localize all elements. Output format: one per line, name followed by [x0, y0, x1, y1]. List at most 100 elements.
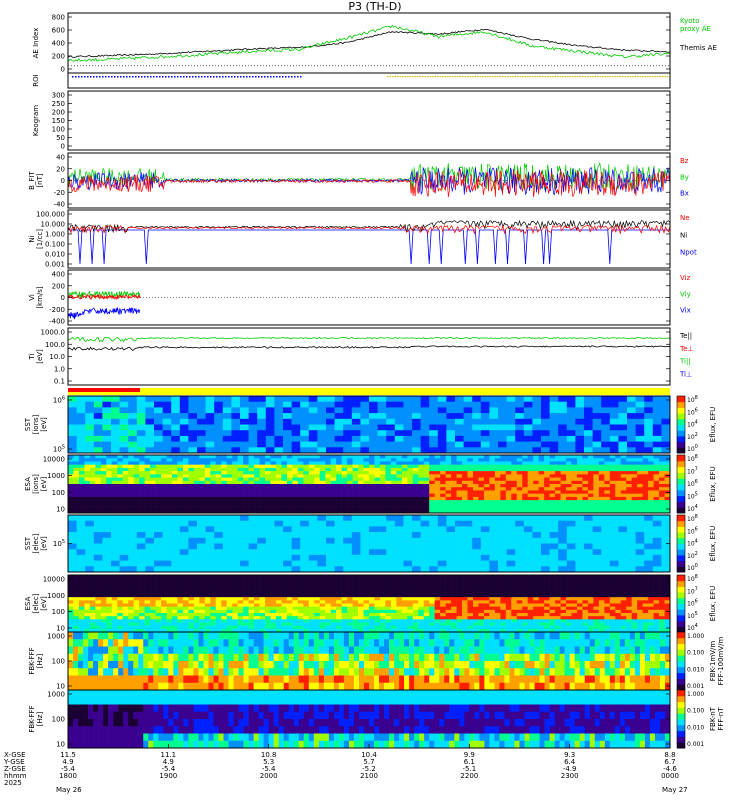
esa_i-cell [483, 455, 490, 459]
esa_e-cell [122, 628, 129, 633]
esa_i-cell [358, 461, 364, 465]
esa_i-cell [659, 484, 665, 488]
esa_e-cell [379, 597, 386, 601]
sst_e-cell [412, 515, 421, 521]
sst_e-cell [480, 520, 490, 527]
esa_i-cell [478, 500, 485, 504]
esa_i-cell [620, 493, 627, 498]
esa_i-cell [478, 506, 485, 511]
esa_i-cell [73, 474, 80, 478]
sst_i-cell [609, 447, 619, 454]
sst_e-cell [523, 532, 533, 539]
esa_e-cell [429, 590, 435, 595]
esa_e-cell [221, 575, 228, 579]
esa_e-cell [462, 597, 468, 601]
esa_e-cell [445, 622, 452, 626]
esa_i-cell [314, 477, 321, 482]
esa_e-cell [84, 584, 91, 588]
sst_e-cell [351, 549, 361, 556]
esa_e-cell [401, 584, 408, 588]
sst_i-cell [231, 430, 241, 437]
esa_i-cell [286, 490, 293, 494]
sst_e-cell [515, 566, 525, 573]
sst_e-cell [652, 543, 662, 550]
roi-mark [464, 76, 467, 78]
esa_e-cell [314, 581, 321, 585]
esa_i-cell [128, 474, 134, 478]
esa_i-cell [549, 487, 556, 491]
sst_i-cell [515, 401, 525, 408]
roi-mark [522, 76, 524, 78]
sst_i-cell [85, 407, 95, 414]
esa_i-cell [642, 484, 649, 488]
esa_e-cell [78, 628, 85, 633]
esa_i-cell [483, 509, 490, 514]
esa_i-cell [401, 464, 408, 469]
esa_e-cell [73, 606, 80, 611]
esa_i-cell [161, 480, 167, 485]
sst_e-cell [111, 520, 120, 527]
sst_i-cell [652, 430, 662, 437]
esa_i-cell [188, 484, 195, 488]
esa_i-cell [598, 484, 605, 488]
esa_i-cell [210, 461, 217, 465]
esa_e-cell [341, 622, 348, 626]
sst_i-cell [566, 413, 576, 420]
esa_e-cell [171, 625, 178, 630]
esa_i-cell [144, 484, 151, 488]
esa_i-cell [483, 467, 490, 472]
esa_e-cell [451, 616, 457, 620]
esa_e-cell [363, 628, 370, 633]
sst_e-cell [317, 560, 327, 567]
esa_i-cell [281, 500, 288, 504]
esa_i-cell [434, 496, 441, 501]
esa_i-cell [626, 496, 632, 501]
esa_i-cell [582, 484, 589, 488]
sst_i-cell [274, 435, 284, 442]
esa_e-cell [358, 613, 364, 617]
esa_i-cell [341, 464, 348, 469]
esa_e-cell [412, 584, 419, 588]
esa_i-cell [347, 484, 353, 488]
esa_i-cell [254, 464, 260, 469]
esa_e-cell [478, 578, 485, 582]
sst_e-cell [506, 526, 516, 533]
esa_e-cell [100, 584, 107, 588]
esa_i-cell [648, 490, 654, 494]
esa_e-cell [166, 606, 173, 611]
sst_e-cell [274, 566, 284, 573]
esa_i-cell [325, 461, 331, 465]
esa_i-cell [215, 464, 222, 469]
sst_i-cell [283, 413, 292, 420]
esa_i-cell [560, 461, 567, 465]
esa_i-cell [418, 467, 425, 472]
esa_i-cell [369, 487, 375, 491]
esa_e-cell [369, 581, 375, 585]
esa_i-cell [511, 503, 518, 507]
esa_i-cell [631, 458, 638, 462]
esa_i-cell [254, 480, 260, 485]
esa_e-cell [73, 594, 80, 598]
esa_e-cell [407, 613, 414, 617]
sst_e-cell [171, 549, 181, 556]
esa_i-cell [379, 503, 386, 507]
sst_e-cell [119, 532, 129, 539]
esa_i-cell [128, 458, 134, 462]
sst_e-cell [489, 566, 499, 573]
sst_e-cell [549, 566, 559, 573]
esa_i-cell [489, 455, 496, 459]
esa_i-cell [204, 500, 211, 504]
esa_i-cell [254, 503, 260, 507]
esa_e-cell [177, 616, 184, 620]
esa_i-cell [571, 455, 578, 459]
esa_i-cell [237, 493, 244, 498]
esa_e-cell [188, 619, 195, 623]
esa_e-cell [445, 619, 452, 623]
esa_i-cell [533, 509, 539, 514]
esa_e-cell [68, 628, 74, 633]
sst_e-cell [162, 537, 172, 544]
esa_e-cell [215, 613, 222, 617]
esa_e-cell [182, 587, 189, 592]
sst_e-cell [265, 566, 275, 573]
sst_e-cell [171, 532, 181, 539]
